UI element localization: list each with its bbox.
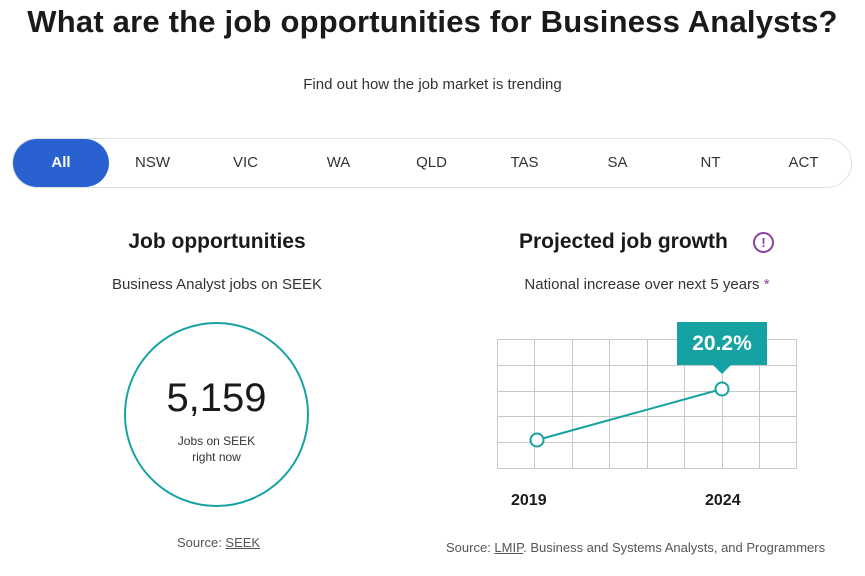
info-icon[interactable]: ! [753, 232, 774, 253]
lmip-source: Source: LMIP. Business and Systems Analy… [446, 540, 825, 555]
job-growth-subtitle: National increase over next 5 years * [497, 276, 797, 293]
job-count-label-time: right now [192, 450, 241, 464]
x-tick-2019: 2019 [511, 492, 547, 509]
seek-source-link[interactable]: SEEK [225, 535, 261, 550]
data-point-2024 [714, 381, 730, 397]
job-count: 5,159 [166, 376, 267, 420]
badge-pointer [713, 365, 731, 374]
source-prefix: Source: [177, 535, 226, 550]
job-count-circle: 5,159 Jobs on SEEK right now [124, 322, 309, 507]
lmip-source-prefix: Source: [446, 540, 495, 555]
page-subtitle: Find out how the job market is trending [303, 76, 562, 93]
tab-nsw[interactable]: NSW [135, 154, 170, 171]
lmip-source-suffix: . Business and Systems Analysts, and Pro… [523, 540, 826, 555]
lmip-source-link[interactable]: LMIP [494, 540, 524, 555]
tab-wa[interactable]: WA [326, 154, 351, 171]
growth-line-chart [497, 339, 797, 469]
seek-source: Source: SEEK [177, 535, 260, 550]
job-count-label: Jobs on SEEK [177, 434, 256, 448]
job-growth-title: Projected job growth [519, 230, 728, 253]
data-point-2019 [529, 432, 545, 448]
tab-vic[interactable]: VIC [232, 154, 258, 171]
tab-tas[interactable]: TAS [510, 154, 539, 171]
tab-sa[interactable]: SA [607, 154, 628, 171]
page-title: What are the job opportunities for Busin… [27, 4, 838, 39]
tab-nt[interactable]: NT [700, 154, 721, 171]
tab-qld[interactable]: QLD [416, 154, 447, 171]
job-opportunities-title: Job opportunities [128, 230, 306, 253]
asterisk-footnote: * [763, 276, 770, 293]
x-tick-2024: 2024 [705, 492, 741, 509]
growth-series-line [536, 388, 723, 441]
growth-percentage-badge: 20.2% [677, 322, 767, 365]
tab-all[interactable]: All [13, 139, 109, 187]
region-tabs: All NSW VIC WA QLD TAS SA NT ACT [12, 138, 852, 188]
tab-act[interactable]: ACT [788, 154, 819, 171]
job-opportunities-subtitle: Business Analyst jobs on SEEK [111, 276, 323, 293]
job-growth-subtitle-text: National increase over next 5 years [524, 276, 760, 293]
